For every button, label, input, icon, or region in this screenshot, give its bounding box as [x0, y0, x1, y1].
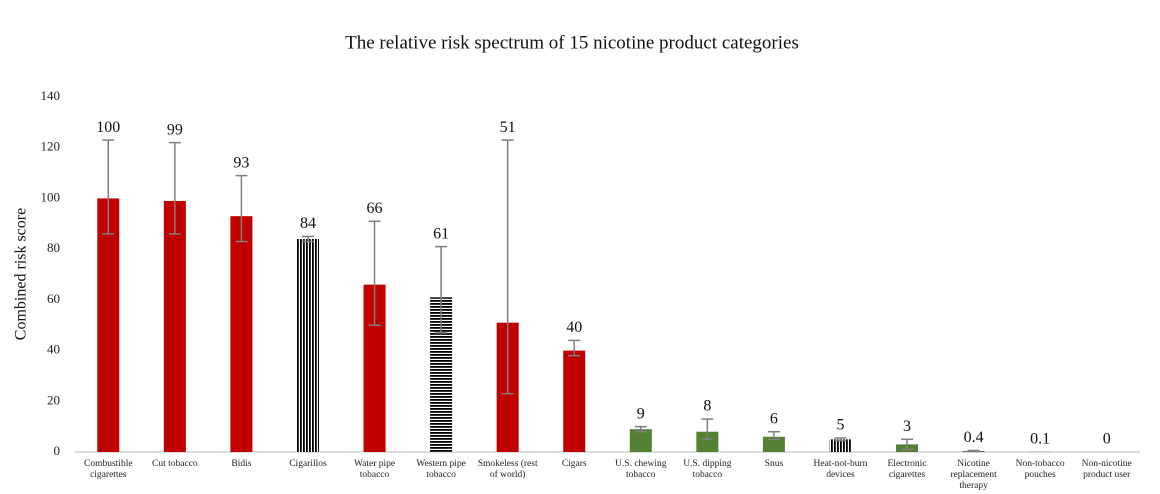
x-tick-label: Electronic cigarettes: [887, 459, 927, 480]
value-label: 0: [1103, 431, 1111, 448]
x-tick-label: U.S. chewing tobacco: [615, 459, 667, 480]
value-label: 0.4: [964, 429, 984, 446]
y-tick-label: 120: [41, 139, 61, 154]
bar: [97, 198, 120, 452]
x-tick-label: Water pipe tobacco: [353, 459, 396, 480]
value-label: 84: [300, 215, 316, 232]
chart-title: The relative risk spectrum of 15 nicotin…: [345, 32, 799, 53]
bar: [696, 431, 719, 452]
value-label: 99: [167, 121, 183, 138]
value-label: 8: [703, 398, 711, 415]
value-label: 40: [566, 319, 582, 336]
value-label: 0.1: [1030, 430, 1050, 447]
y-tick-label: 140: [41, 88, 61, 103]
value-label: 5: [836, 417, 844, 434]
bar: [163, 200, 186, 452]
value-label: 9: [637, 405, 645, 422]
x-tick-label: U.S. dipping tobacco: [683, 459, 732, 480]
bar: [829, 439, 852, 452]
x-tick-label: Nicotine replacement therapy: [950, 459, 997, 491]
y-tick-label: 80: [47, 240, 60, 255]
bar: [230, 216, 253, 452]
y-tick-label: 40: [47, 342, 60, 357]
y-tick-label: 100: [41, 189, 61, 204]
x-tick-label: Non-nicotine product user: [1081, 459, 1132, 480]
value-label: 3: [903, 418, 911, 435]
x-tick-label: Snus: [764, 459, 784, 469]
x-tick-label: Cigarillos: [289, 459, 327, 469]
bar: [363, 284, 386, 452]
x-tick-label: Western pipe tobacco: [416, 459, 466, 480]
value-label: 66: [367, 200, 383, 217]
bar: [563, 350, 586, 452]
value-label: 51: [500, 119, 516, 136]
y-tick-label: 60: [47, 291, 60, 306]
y-tick-label: 0: [54, 443, 61, 458]
x-tick-label: Non-tobacco pouches: [1015, 459, 1065, 480]
y-tick-label: 20: [47, 392, 60, 407]
bar: [430, 297, 453, 452]
y-axis-label: Combined risk score: [13, 208, 30, 340]
bar: [296, 239, 319, 452]
value-label: 100: [96, 119, 120, 136]
x-tick-label: Heat-not-burn devices: [813, 459, 868, 480]
value-label: 6: [770, 410, 778, 427]
x-tick-label: Cut tobacco: [152, 459, 198, 469]
bar: [762, 436, 785, 452]
x-tick-label: Cigars: [561, 459, 587, 469]
x-tick-label: Bidis: [231, 459, 252, 469]
x-tick-label: Combustible cigarettes: [84, 459, 133, 480]
x-tick-label: Smokeless (rest of world): [477, 459, 538, 480]
value-label: 61: [433, 225, 449, 242]
bar: [629, 429, 652, 452]
value-label: 93: [233, 154, 249, 171]
